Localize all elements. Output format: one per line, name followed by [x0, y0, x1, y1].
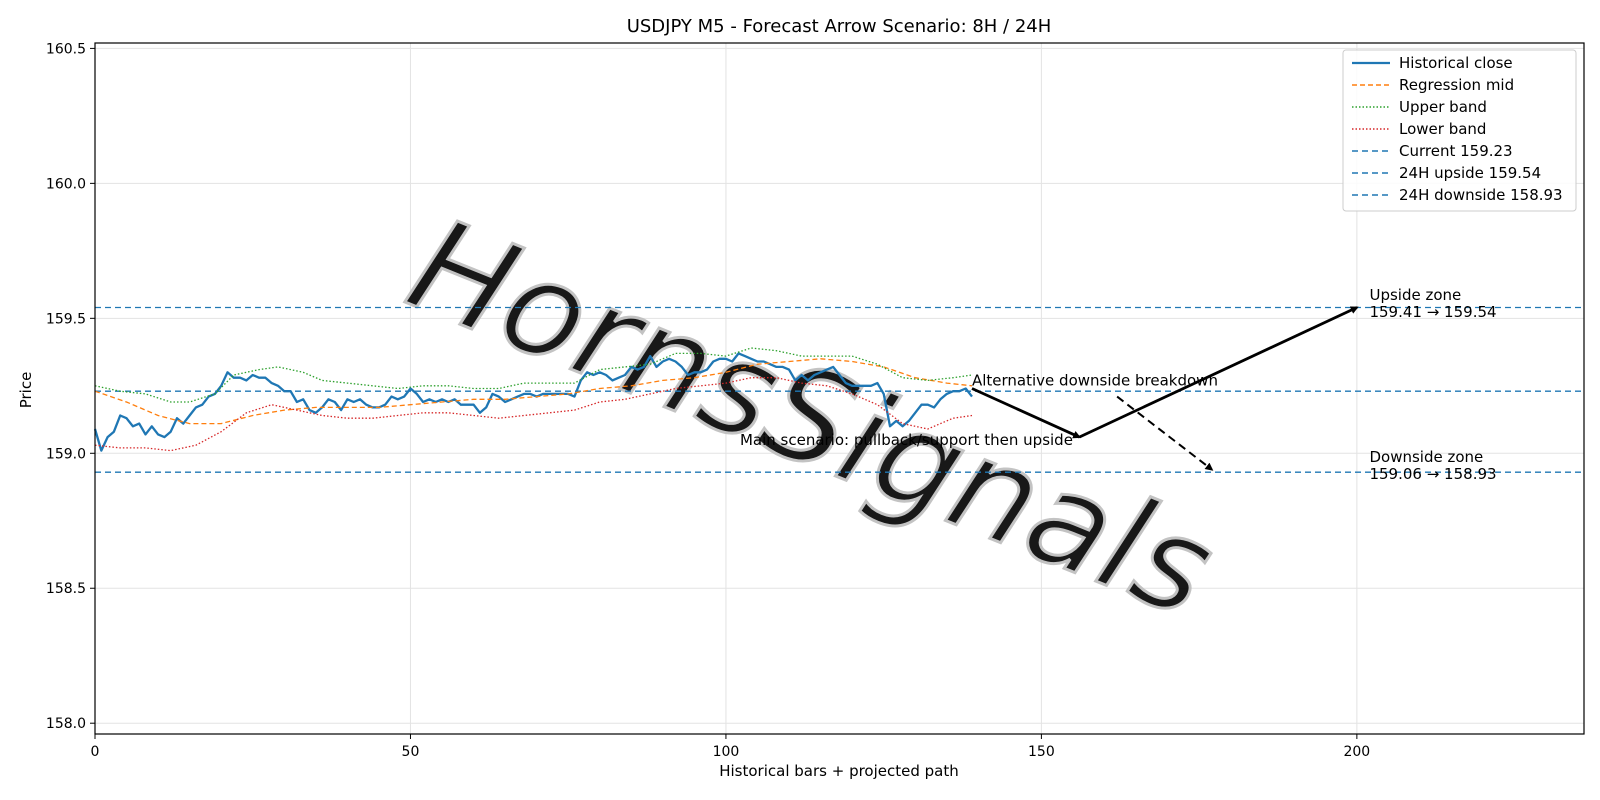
y-axis-label: Price	[17, 372, 35, 409]
legend-label-current-159-23: Current 159.23	[1399, 142, 1513, 160]
y-tick-label: 159.5	[46, 311, 86, 327]
legend-label-24h-upside-159-54: 24H upside 159.54	[1399, 164, 1541, 182]
series-group	[93, 347, 973, 452]
y-tick-label: 158.5	[46, 581, 86, 597]
gridlines	[94, 43, 1584, 734]
series-line-historical-close	[93, 352, 973, 452]
annotation-up-range: 159.41 → 159.54	[1369, 303, 1496, 321]
x-tick-label: 0	[91, 744, 100, 760]
annotation-dn-range: 159.06 → 158.93	[1369, 465, 1496, 483]
x-tick-label: 50	[402, 744, 420, 760]
x-axis-ticks: 0 50 100 150 200	[91, 734, 1370, 760]
chart-title: USDJPY M5 - Forecast Arrow Scenario: 8H …	[627, 16, 1052, 37]
level-lines	[95, 306, 1584, 473]
scenario-arrow-3	[1116, 395, 1214, 471]
x-tick-label: 100	[713, 744, 740, 760]
legend-label-24h-downside-158-93: 24H downside 158.93	[1399, 186, 1563, 204]
legend: Historical close Regression mid Upper band…	[1342, 49, 1577, 212]
plot-area	[95, 43, 1584, 734]
scenario-arrow-2	[1078, 306, 1359, 439]
legend-box	[1342, 49, 1577, 212]
legend-label-regression-mid: Regression mid	[1399, 76, 1514, 94]
legend-label-upper-band: Upper band	[1399, 98, 1487, 116]
x-tick-label: 150	[1028, 744, 1055, 760]
x-tick-label: 200	[1343, 744, 1370, 760]
series-line-lower-band	[94, 377, 973, 452]
y-tick-label: 158.0	[46, 716, 86, 732]
series-line-regression-mid	[94, 358, 973, 425]
y-axis-ticks: 158.0 158.5 159.0 159.5 160.0 160.5	[46, 41, 95, 732]
scenario-arrow-1	[971, 387, 1082, 439]
y-tick-label: 160.5	[46, 41, 86, 57]
x-axis-label: Historical bars + projected path	[719, 762, 959, 780]
y-tick-label: 160.0	[46, 176, 86, 192]
annotation-up-title: Upside zone	[1369, 286, 1461, 304]
plot-frame	[94, 42, 1585, 735]
annotation-dn-title: Downside zone	[1369, 448, 1483, 466]
y-tick-label: 159.0	[46, 446, 86, 462]
scenario-arrows	[971, 306, 1359, 471]
annotations: Alternative downside breakdown Main scena…	[740, 286, 1497, 483]
legend-label-lower-band: Lower band	[1399, 120, 1486, 138]
legend-label-historical-close: Historical close	[1399, 54, 1513, 72]
annotation-main: Main scenario: pullback/support then ups…	[740, 431, 1073, 449]
annotation-alt: Alternative downside breakdown	[972, 372, 1218, 390]
